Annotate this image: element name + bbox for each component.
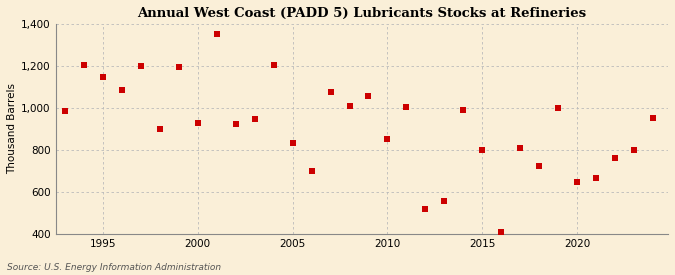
Text: Source: U.S. Energy Information Administration: Source: U.S. Energy Information Administ… [7,263,221,272]
Point [192,120,203,125]
Point [628,148,639,152]
Point [306,169,317,173]
Point [515,146,526,150]
Point [572,180,583,185]
Point [249,117,260,122]
Point [553,106,564,110]
Point [534,163,545,168]
Point [401,105,412,109]
Point [344,104,355,108]
Point [325,90,336,94]
Title: Annual West Coast (PADD 5) Lubricants Stocks at Refineries: Annual West Coast (PADD 5) Lubricants St… [137,7,587,20]
Point [591,176,601,180]
Point [211,32,222,37]
Point [268,63,279,67]
Point [647,116,658,121]
Point [173,65,184,69]
Point [288,140,298,145]
Point [439,199,450,204]
Point [155,127,165,131]
Point [382,137,393,142]
Point [496,230,507,234]
Point [136,64,146,68]
Point [458,108,468,112]
Point [420,207,431,211]
Point [230,122,241,126]
Point [59,109,70,113]
Point [363,94,374,98]
Point [79,63,90,67]
Y-axis label: Thousand Barrels: Thousand Barrels [7,83,17,174]
Point [477,148,487,152]
Point [117,88,128,92]
Point [98,75,109,80]
Point [610,156,620,161]
